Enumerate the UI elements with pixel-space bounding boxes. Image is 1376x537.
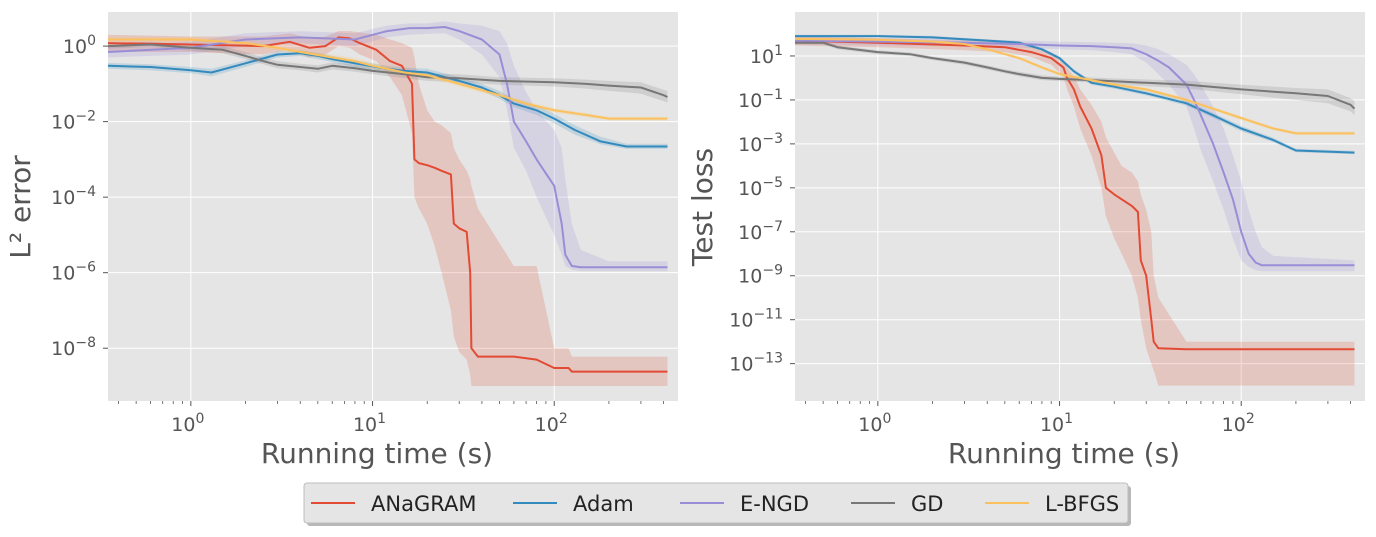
x-tick-label: 100 [858,411,891,436]
band-anagram [795,36,1355,386]
series-group [795,34,1356,386]
y-axis-label: Test loss [686,148,719,267]
x-axis-label: Running time (s) [261,437,493,470]
series-group [108,21,668,386]
legend-label-e-ngd: E-NGD [740,492,809,516]
line-adam [795,35,1355,154]
band-anagram [108,31,668,386]
y-tick-label: 10−6 [51,260,96,285]
line-gd [108,43,668,98]
legend-label-l-bfgs: L-BFGS [1045,492,1119,516]
line-l-bfgs [108,38,668,120]
line-l-bfgs [795,37,1355,135]
plot-area [795,12,1365,401]
line-anagram [108,36,668,373]
y-tick-label: 10−8 [51,335,96,360]
chart-test-loss: 100 101 102 101 10−1 10−3 10−5 10−7 10−9 10−11 10−… [686,12,1365,470]
legend-label-adam: Adam [573,492,634,516]
x-tick-label: 101 [1040,411,1073,436]
y-axis-label: L² error [4,155,37,259]
y-tick-label: 10−9 [738,263,783,288]
x-tick-label: 100 [171,411,204,436]
y-tick-label: 10−5 [738,175,783,200]
x-axis-label: Running time (s) [948,437,1180,470]
band-l-bfgs [795,37,1355,136]
y-tick-label: 100 [63,33,96,58]
line-adam [108,52,668,148]
legend-label-anagram: ANaGRAM [371,492,476,516]
y-tick-label: 10−1 [738,87,783,112]
plot-area [108,12,678,401]
y-tick-label: 101 [750,43,783,68]
line-gd [795,41,1356,110]
line-e-ngd [108,26,668,269]
legend: ANaGRAM Adam E-NGD GD L-BFGS [303,482,1131,526]
y-tick-label: 10−7 [738,219,783,244]
x-tick-label: 102 [535,411,568,436]
x-tick-label: 101 [353,411,386,436]
y-tick-label: 10−4 [51,184,96,209]
chart-l2-error: 100 101 102 100 10−2 10−4 10−6 10−8 Running time… [4,12,678,470]
y-tick-label: 10−2 [51,109,96,134]
band-gd [795,41,1355,116]
y-tick-label: 10−11 [729,307,783,332]
line-anagram [795,39,1355,351]
y-tick-label: 10−13 [729,351,783,376]
x-tick-label: 102 [1222,411,1255,436]
y-tick-label: 10−3 [738,131,783,156]
legend-label-gd: GD [911,492,943,516]
